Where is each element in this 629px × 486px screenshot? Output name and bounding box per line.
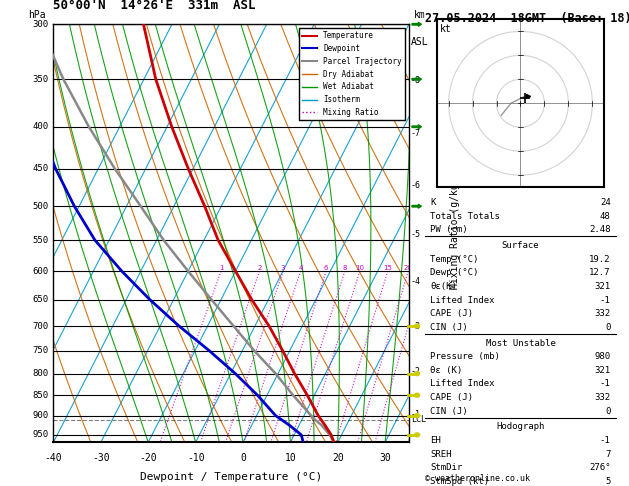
Text: LCL: LCL (411, 415, 426, 424)
Text: Surface: Surface (502, 241, 539, 250)
Text: Lifted Index: Lifted Index (430, 380, 495, 388)
Text: -1: -1 (600, 380, 611, 388)
Text: 750: 750 (32, 346, 48, 355)
Text: Temp (°C): Temp (°C) (430, 255, 479, 264)
Text: 700: 700 (32, 322, 48, 330)
Text: 0: 0 (240, 453, 246, 463)
Text: 24: 24 (600, 198, 611, 207)
Text: Mixing Ratio (g/kg): Mixing Ratio (g/kg) (450, 177, 460, 289)
Text: -5: -5 (411, 230, 421, 240)
Text: 650: 650 (32, 295, 48, 304)
Text: 25: 25 (420, 265, 429, 271)
Text: 10: 10 (284, 453, 296, 463)
Text: Pressure (mb): Pressure (mb) (430, 352, 500, 361)
Text: -1: -1 (600, 295, 611, 305)
Text: -30: -30 (92, 453, 109, 463)
Text: -10: -10 (187, 453, 204, 463)
Text: 7: 7 (605, 450, 611, 459)
Text: 0: 0 (605, 407, 611, 416)
Text: -7: -7 (411, 129, 421, 139)
Text: 980: 980 (594, 352, 611, 361)
Text: 950: 950 (32, 430, 48, 439)
Text: -4: -4 (411, 277, 421, 286)
Text: CAPE (J): CAPE (J) (430, 309, 474, 318)
Text: 276°: 276° (589, 463, 611, 472)
Text: θε(K): θε(K) (430, 282, 457, 291)
Text: 600: 600 (32, 267, 48, 276)
Text: 5: 5 (605, 477, 611, 486)
Text: -1: -1 (411, 410, 421, 419)
Text: Hodograph: Hodograph (496, 422, 545, 432)
Text: 27.05.2024  18GMT  (Base: 18): 27.05.2024 18GMT (Base: 18) (425, 12, 629, 25)
Text: -20: -20 (140, 453, 157, 463)
Text: kt: kt (440, 24, 452, 35)
Text: 800: 800 (32, 369, 48, 378)
Text: 20: 20 (404, 265, 413, 271)
Text: 332: 332 (594, 309, 611, 318)
Text: 20: 20 (332, 453, 343, 463)
Text: StmDir: StmDir (430, 463, 462, 472)
Text: StmSpd (kt): StmSpd (kt) (430, 477, 489, 486)
Text: 550: 550 (32, 236, 48, 244)
Text: 12.7: 12.7 (589, 268, 611, 278)
Text: Most Unstable: Most Unstable (486, 339, 555, 347)
Text: hPa: hPa (28, 10, 46, 20)
Text: 6: 6 (324, 265, 328, 271)
Text: CIN (J): CIN (J) (430, 407, 468, 416)
Text: 850: 850 (32, 391, 48, 399)
Text: 48: 48 (600, 212, 611, 221)
Text: 2.48: 2.48 (589, 226, 611, 234)
Text: K: K (430, 198, 436, 207)
Text: SREH: SREH (430, 450, 452, 459)
Text: 900: 900 (32, 411, 48, 420)
Text: 450: 450 (32, 164, 48, 173)
Text: EH: EH (430, 436, 441, 445)
Text: ASL: ASL (411, 37, 428, 47)
Text: 15: 15 (383, 265, 392, 271)
Text: 500: 500 (32, 202, 48, 211)
Text: 3: 3 (281, 265, 286, 271)
Text: 0: 0 (605, 323, 611, 332)
Text: -3: -3 (411, 322, 421, 330)
Text: 19.2: 19.2 (589, 255, 611, 264)
Text: CAPE (J): CAPE (J) (430, 393, 474, 402)
Text: -6: -6 (411, 181, 421, 190)
Text: 300: 300 (32, 20, 48, 29)
Text: Dewp (°C): Dewp (°C) (430, 268, 479, 278)
Text: 30: 30 (379, 453, 391, 463)
Text: θε (K): θε (K) (430, 366, 462, 375)
Text: -8: -8 (411, 76, 421, 85)
Text: -40: -40 (45, 453, 62, 463)
Text: 4: 4 (298, 265, 303, 271)
Text: PW (cm): PW (cm) (430, 226, 468, 234)
Text: 10: 10 (355, 265, 364, 271)
Text: -2: -2 (411, 367, 421, 376)
Text: km: km (414, 10, 425, 20)
Text: © weatheronline.co.uk: © weatheronline.co.uk (425, 474, 530, 483)
Text: 1: 1 (219, 265, 223, 271)
Text: CIN (J): CIN (J) (430, 323, 468, 332)
Text: 8: 8 (343, 265, 347, 271)
Text: 2: 2 (257, 265, 262, 271)
Text: 50°00'N  14°26'E  331m  ASL: 50°00'N 14°26'E 331m ASL (53, 0, 256, 12)
Text: 400: 400 (32, 122, 48, 131)
Text: 321: 321 (594, 282, 611, 291)
Text: Lifted Index: Lifted Index (430, 295, 495, 305)
Legend: Temperature, Dewpoint, Parcel Trajectory, Dry Adiabat, Wet Adiabat, Isotherm, Mi: Temperature, Dewpoint, Parcel Trajectory… (299, 28, 405, 120)
Text: 332: 332 (594, 393, 611, 402)
Text: Totals Totals: Totals Totals (430, 212, 500, 221)
Text: 321: 321 (594, 366, 611, 375)
Text: Dewpoint / Temperature (°C): Dewpoint / Temperature (°C) (140, 471, 322, 482)
Text: 350: 350 (32, 75, 48, 84)
Text: -1: -1 (600, 436, 611, 445)
